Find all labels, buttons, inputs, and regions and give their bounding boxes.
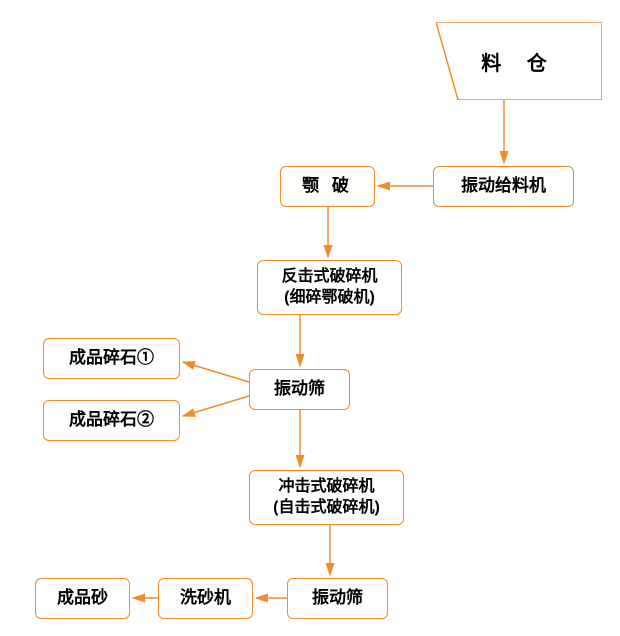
node-label: 成品碎石② bbox=[69, 409, 154, 431]
node-label: 振动筛 bbox=[312, 587, 363, 609]
node-hopper: 料 仓 bbox=[436, 22, 602, 100]
node-label: 洗砂机 bbox=[180, 587, 231, 609]
edge-screen1-out1 bbox=[183, 362, 249, 382]
node-vsi: 冲击式破碎机 (自击式破碎机) bbox=[249, 470, 404, 525]
node-label: 冲击式破碎机 (自击式破碎机) bbox=[273, 477, 380, 519]
node-label: 振动给料机 bbox=[461, 175, 546, 197]
node-out1: 成品碎石① bbox=[43, 338, 180, 379]
node-label: 颚 破 bbox=[302, 175, 353, 197]
node-jaw: 颚 破 bbox=[280, 166, 375, 207]
hopper-label: 料 仓 bbox=[481, 47, 557, 76]
node-label: 反击式破碎机 (细碎鄂破机) bbox=[281, 267, 377, 309]
edge-screen1-out2 bbox=[183, 396, 249, 416]
node-impact: 反击式破碎机 (细碎鄂破机) bbox=[257, 260, 402, 315]
node-screen1: 振动筛 bbox=[249, 369, 350, 410]
node-label: 成品碎石① bbox=[69, 347, 154, 369]
node-label: 成品砂 bbox=[57, 587, 108, 609]
node-sand: 成品砂 bbox=[35, 578, 130, 619]
node-washer: 洗砂机 bbox=[158, 578, 253, 619]
node-screen2: 振动筛 bbox=[287, 578, 388, 619]
node-label: 振动筛 bbox=[274, 378, 325, 400]
node-feeder: 振动给料机 bbox=[433, 166, 574, 207]
node-out2: 成品碎石② bbox=[43, 400, 180, 441]
